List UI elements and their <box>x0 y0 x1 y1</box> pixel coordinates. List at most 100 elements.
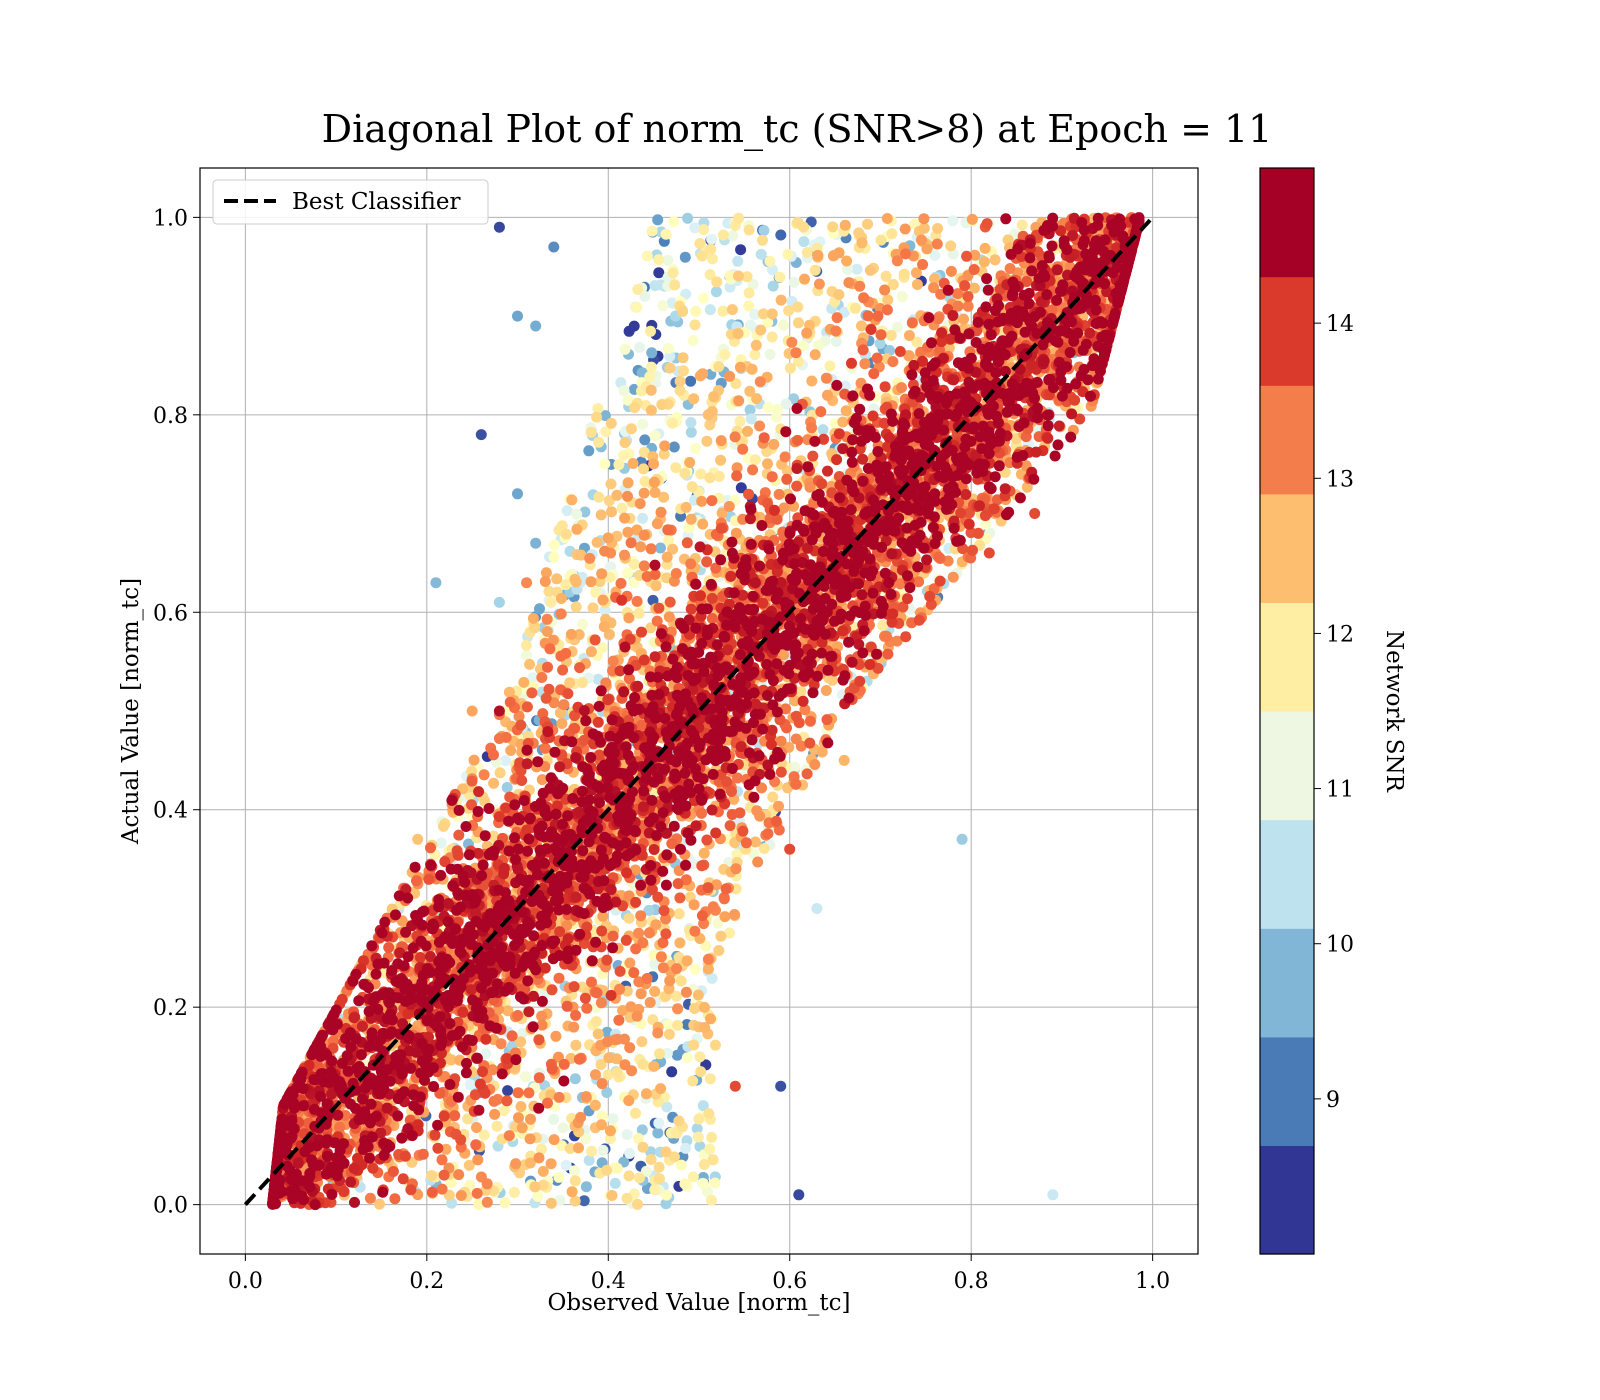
scatter-point <box>673 1115 685 1127</box>
scatter-point <box>770 815 782 827</box>
scatter-point <box>521 650 532 661</box>
scatter-point <box>623 1095 635 1107</box>
scatter-point <box>590 1016 602 1027</box>
scatter-point <box>621 1192 633 1204</box>
scatter-point <box>471 1122 482 1133</box>
scatter-point <box>557 1122 569 1134</box>
scatter-point <box>685 375 697 387</box>
scatter-point <box>820 685 832 696</box>
scatter-point <box>580 1181 592 1193</box>
scatter-point <box>931 238 943 250</box>
scatter-point <box>548 551 560 563</box>
scatter-point <box>622 394 634 406</box>
scatter-point <box>627 458 639 469</box>
scatter-point <box>634 341 646 353</box>
scatter-point <box>757 234 768 246</box>
scatter-point <box>717 305 729 317</box>
scatter-point <box>569 573 581 585</box>
scatter-point <box>611 489 623 501</box>
scatter-point <box>681 955 693 967</box>
scatter-point <box>679 251 691 263</box>
scatter-point <box>704 1073 716 1085</box>
scatter-point <box>752 856 764 868</box>
scatter-point <box>709 1177 721 1189</box>
scatter-point <box>426 1170 438 1181</box>
scatter-point <box>587 602 599 614</box>
scatter-point <box>677 352 689 364</box>
scatter-point <box>812 339 824 351</box>
scatter-point <box>548 539 560 551</box>
scatter-point <box>364 1192 376 1204</box>
scatter-point <box>673 908 685 920</box>
scatter-point <box>683 522 695 534</box>
scatter-point <box>706 1194 717 1206</box>
scatter-point <box>647 594 659 606</box>
scatter-point <box>687 1171 699 1183</box>
scatter-point <box>730 863 742 875</box>
scatter-point <box>851 263 863 275</box>
scatter-point <box>553 1171 565 1183</box>
scatter-point <box>611 1066 623 1078</box>
scatter-point <box>1047 1189 1059 1201</box>
scatter-point <box>590 1069 601 1081</box>
scatter-point <box>659 440 671 452</box>
scatter-point <box>719 349 731 360</box>
scatter-point <box>589 1099 601 1111</box>
scatter-point <box>532 1190 544 1202</box>
scatter-point <box>545 596 557 608</box>
scatter-point <box>661 1047 673 1059</box>
scatter-point <box>896 382 907 394</box>
scatter-point <box>710 286 722 298</box>
scatter-point <box>749 349 761 361</box>
scatter-point <box>668 216 680 228</box>
scatter-point <box>654 1048 665 1060</box>
scatter-point <box>518 676 530 688</box>
scatter-point <box>500 731 512 743</box>
scatter-point <box>694 1140 706 1152</box>
scatter-point <box>879 284 891 296</box>
scatter-point <box>639 290 651 302</box>
scatter-point <box>635 910 647 922</box>
scatter-point <box>596 1110 608 1122</box>
scatter-point <box>775 735 787 747</box>
scatter-point <box>697 368 709 380</box>
scatter-point <box>663 1019 675 1031</box>
scatter-point <box>766 308 778 320</box>
scatter-point <box>892 321 903 333</box>
scatter-point <box>556 718 568 729</box>
scatter-point <box>656 399 668 411</box>
scatter-point <box>529 1181 541 1193</box>
scatter-point <box>601 1164 613 1176</box>
scatter-point <box>797 340 809 352</box>
scatter-point <box>542 661 553 673</box>
scatter-point <box>488 749 499 761</box>
scatter-point <box>715 454 727 466</box>
scatter-point <box>962 300 974 312</box>
scatter-point <box>555 593 567 604</box>
scatter-point <box>664 596 676 608</box>
scatter-point <box>677 365 689 377</box>
scatter-point <box>672 878 684 890</box>
scatter-point <box>640 1165 652 1177</box>
scatter-point <box>638 529 650 541</box>
scatter-point <box>675 1159 687 1171</box>
scatter-point <box>840 405 852 417</box>
scatter-point <box>899 223 911 235</box>
scatter-point <box>685 426 697 438</box>
scatter-point <box>871 352 883 364</box>
scatter-point <box>630 1107 641 1119</box>
scatter-point <box>438 820 449 832</box>
scatter-point <box>500 755 511 767</box>
scatter-point <box>749 308 761 320</box>
scatter-point <box>666 417 678 429</box>
scatter-point <box>713 470 725 482</box>
scatter-point <box>591 536 603 548</box>
scatter-point <box>661 551 673 563</box>
scatter-point <box>766 471 778 483</box>
scatter-point <box>858 292 870 304</box>
scatter-point <box>586 976 597 988</box>
scatter-point <box>495 1038 507 1050</box>
scatter-point <box>584 552 596 564</box>
scatter-point <box>734 807 746 819</box>
scatter-point <box>569 1073 581 1085</box>
